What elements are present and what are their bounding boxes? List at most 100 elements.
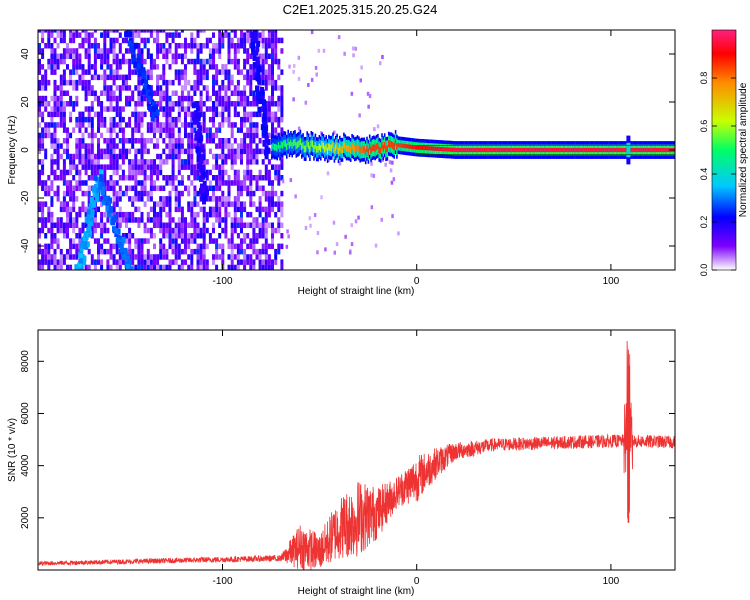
spectrogram-cell (277, 248, 281, 255)
spectrogram-cell (100, 53, 104, 59)
spectrogram-cell (156, 30, 160, 33)
spectrogram-cell (140, 148, 144, 155)
signal-track-cell (639, 147, 642, 153)
spectrogram-cell (261, 130, 266, 136)
spectrogram-cell (62, 164, 66, 170)
signal-track-cell (345, 145, 348, 152)
spectrogram-cell (66, 43, 69, 49)
spectrogram-cell (230, 159, 234, 165)
spectrogram-cell (121, 74, 125, 81)
spectrogram-cell (131, 138, 135, 144)
spectrogram-cell (106, 106, 110, 112)
spectrogram-cell (137, 164, 141, 170)
spectrogram-cell (180, 69, 184, 75)
spectrogram-cell (187, 132, 191, 139)
spectrogram-cell (212, 153, 215, 160)
spectrogram-cell (140, 196, 144, 202)
spectrogram-cell (196, 259, 200, 265)
spectrogram-cell (271, 233, 274, 239)
spectrogram-cell (246, 254, 250, 260)
spectrogram-cell (208, 196, 212, 202)
spectrogram-cell (149, 53, 153, 59)
spectrogram-cell (258, 259, 262, 265)
spectrogram-cell (208, 48, 212, 54)
spectrogram-cell (287, 234, 290, 239)
spectrogram-cell (212, 43, 215, 49)
spectrogram-cell (93, 48, 97, 54)
spectrogram-cell (87, 32, 91, 38)
spectrogram-cell (121, 148, 125, 155)
spectrogram-cell (47, 243, 51, 250)
spectrogram-cell (121, 138, 125, 144)
spectrogram-cell (146, 30, 150, 33)
spectrogram-cell (131, 30, 135, 33)
signal-track-cell (481, 147, 484, 153)
spectrogram-cell (156, 116, 160, 123)
spectrogram-cell (212, 196, 215, 202)
spectrogram-cell (143, 95, 147, 102)
spectrogram-cell (162, 127, 166, 133)
spectrogram-cell (137, 148, 141, 155)
spectrogram-cell (171, 106, 175, 112)
spectrogram-cell (143, 222, 147, 228)
spectrogram-cell (271, 227, 274, 234)
spectrogram-cell (125, 190, 128, 197)
spectrogram-cell (69, 132, 73, 139)
spectrogram-cell (134, 116, 138, 123)
spectrogram-cell (177, 95, 181, 102)
spectrogram-cell (236, 254, 240, 260)
spectrogram-cell (177, 264, 181, 270)
spectrogram-cell (240, 148, 243, 155)
signal-track-cell (616, 147, 618, 153)
spectrogram-cell (112, 190, 116, 197)
spectrogram-cell (230, 37, 234, 44)
spectrogram-cell (212, 32, 215, 38)
spectrogram-cell (227, 69, 231, 75)
spectrogram-cell (243, 32, 247, 38)
spectrogram-cell (56, 43, 60, 49)
spectrogram-cell (258, 37, 262, 44)
signal-track-cell (279, 145, 281, 152)
spectrogram-cell (47, 175, 51, 181)
signal-track-cell (477, 147, 480, 153)
spectrogram-cell (230, 143, 234, 149)
signal-track-cell (665, 147, 667, 153)
signal-track-cell (620, 147, 622, 153)
spectrogram-cell (307, 83, 310, 87)
signal-track-cell (386, 145, 389, 152)
spectrogram-cell (280, 222, 284, 228)
spectrogram-cell (208, 127, 212, 133)
spectrogram-cell (72, 175, 76, 181)
spectrogram-cell (258, 264, 262, 270)
signal-track-cell (659, 147, 662, 153)
spectrogram-cell (124, 31, 129, 38)
spectrogram-cell (50, 185, 54, 191)
spectrogram-cell (261, 148, 265, 155)
spectrogram-cell (97, 259, 100, 265)
signal-track-cell (572, 147, 575, 153)
signal-track-cell (469, 147, 472, 153)
spectrogram-cell (112, 58, 116, 65)
signal-track-cell (544, 147, 546, 153)
spectrogram-cell (118, 74, 122, 81)
signal-track-cell (301, 143, 303, 150)
spectrogram-cell (277, 180, 281, 186)
spectrogram-cell (246, 243, 250, 250)
spectrogram-cell (66, 190, 69, 197)
spectrogram-cell (112, 53, 116, 59)
colorbar-tick-label: 0.4 (699, 168, 709, 181)
spectrogram-cell (193, 58, 197, 65)
spectrogram-cell (62, 148, 66, 155)
spectrogram-cell (202, 69, 206, 75)
spectrogram-cell (267, 211, 271, 218)
spectrogram-cell (187, 159, 191, 165)
spectrogram-cell (121, 79, 125, 86)
spectrogram-cell (197, 129, 202, 136)
spectrogram-cell (251, 48, 256, 55)
spectrogram-cell (243, 238, 247, 244)
spectrogram-cell (87, 224, 92, 231)
spectrogram-cell (243, 180, 247, 186)
spectrogram-cell (218, 111, 222, 118)
spectrogram-cell (212, 138, 215, 144)
